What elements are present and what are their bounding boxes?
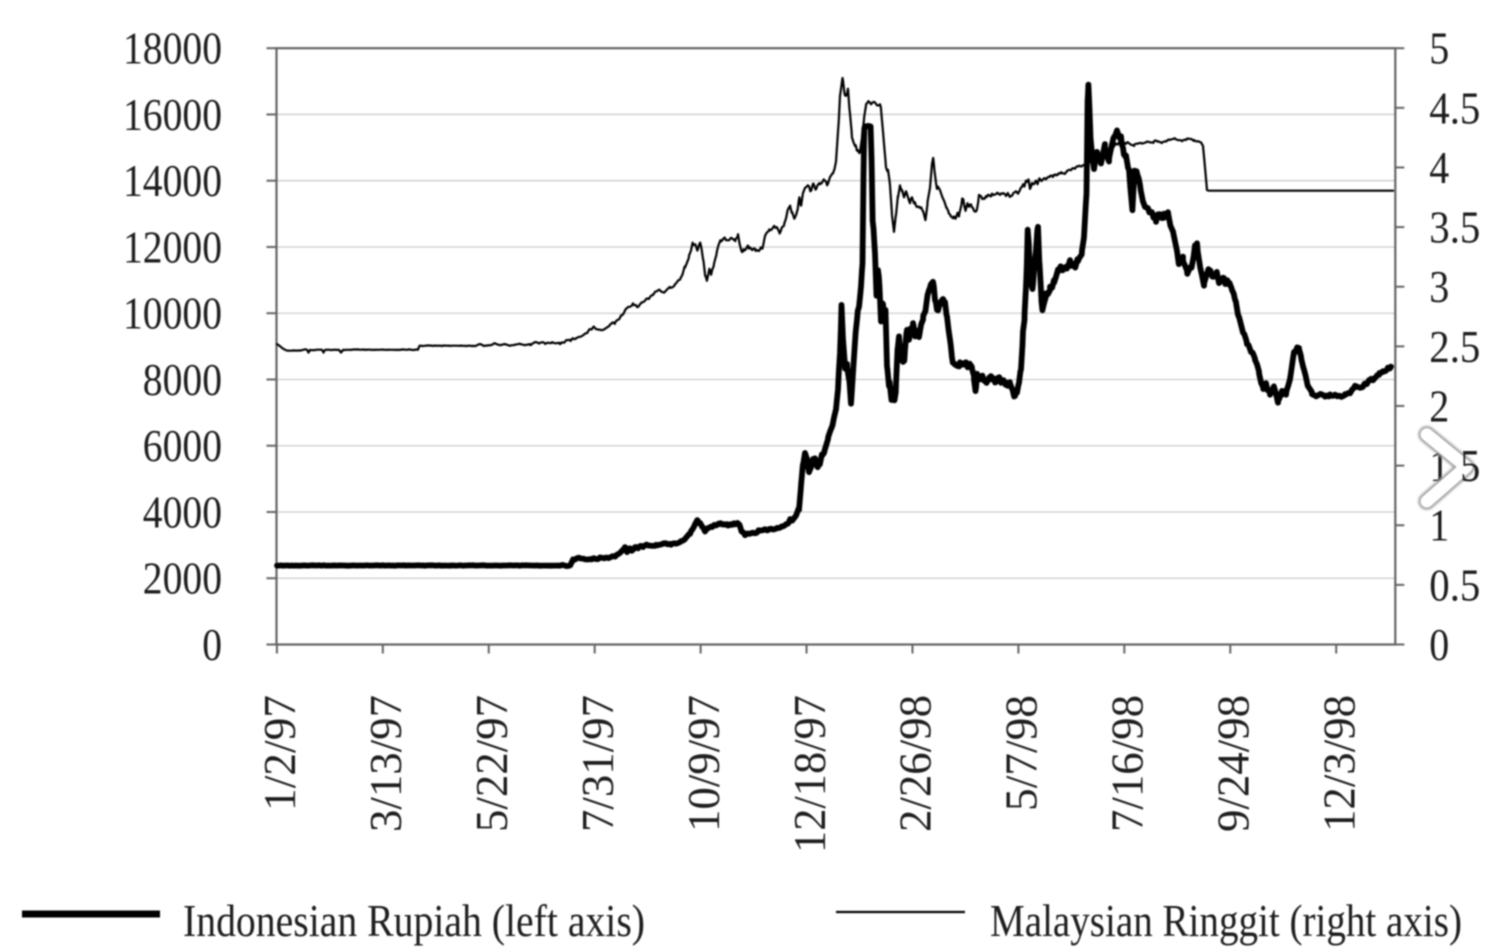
svg-text:2000: 2000 — [143, 553, 222, 604]
svg-text:3/13/97: 3/13/97 — [360, 695, 411, 832]
svg-text:4: 4 — [1429, 142, 1449, 193]
svg-text:7/16/98: 7/16/98 — [1102, 695, 1153, 832]
svg-text:4000: 4000 — [143, 487, 222, 538]
svg-text:6000: 6000 — [143, 420, 222, 471]
svg-text:8000: 8000 — [143, 354, 222, 405]
svg-text:12/3/98: 12/3/98 — [1313, 695, 1364, 832]
svg-text:0.5: 0.5 — [1429, 559, 1480, 610]
svg-text:5/7/98: 5/7/98 — [996, 695, 1047, 811]
svg-text:7/31/97: 7/31/97 — [572, 695, 623, 832]
svg-text:16000: 16000 — [123, 89, 222, 140]
svg-text:5/22/97: 5/22/97 — [466, 695, 517, 832]
svg-text:0: 0 — [1429, 619, 1449, 670]
svg-text:2: 2 — [1429, 381, 1449, 432]
svg-text:1: 1 — [1429, 500, 1449, 551]
svg-text:9/24/98: 9/24/98 — [1208, 695, 1259, 832]
svg-text:14000: 14000 — [123, 155, 222, 206]
svg-text:2.5: 2.5 — [1429, 321, 1480, 372]
svg-text:2/26/98: 2/26/98 — [890, 695, 941, 832]
svg-text:Malaysian Ringgit (right axis): Malaysian Ringgit (right axis) — [990, 895, 1462, 946]
svg-text:12/18/97: 12/18/97 — [784, 695, 835, 853]
svg-text:12000: 12000 — [123, 222, 222, 273]
svg-text:0: 0 — [202, 619, 222, 670]
svg-text:5: 5 — [1460, 440, 1480, 491]
svg-text:3: 3 — [1429, 261, 1449, 312]
svg-text:10000: 10000 — [123, 288, 222, 339]
svg-text:18000: 18000 — [123, 23, 222, 74]
svg-text:1/2/97: 1/2/97 — [254, 695, 305, 811]
svg-text:10/9/97: 10/9/97 — [678, 695, 729, 832]
svg-text:3.5: 3.5 — [1429, 202, 1480, 253]
svg-text:Indonesian Rupiah (left axis): Indonesian Rupiah (left axis) — [183, 895, 645, 946]
svg-text:4.5: 4.5 — [1429, 82, 1480, 133]
svg-text:5: 5 — [1429, 23, 1449, 74]
